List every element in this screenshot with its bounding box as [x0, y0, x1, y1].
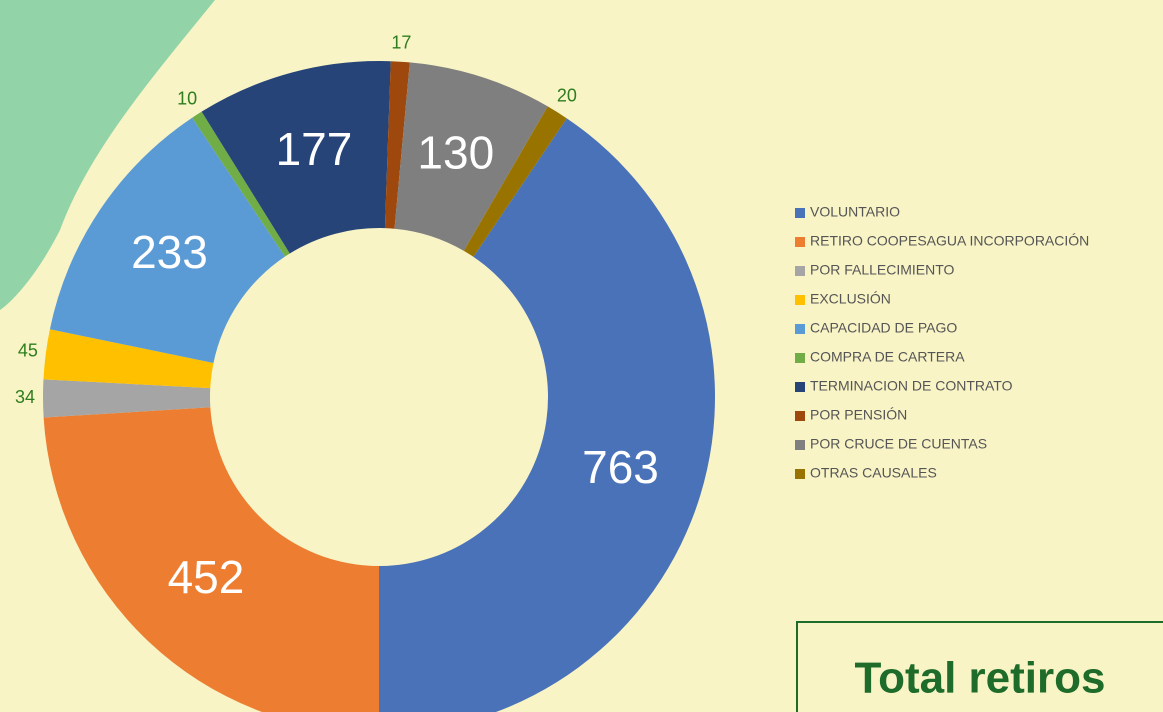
legend-label: POR FALLECIMIENTO	[810, 262, 955, 278]
slice	[394, 62, 548, 251]
legend-swatch	[795, 382, 805, 392]
legend-swatch	[795, 237, 805, 247]
legend-swatch	[795, 411, 805, 421]
legend-label: VOLUNTARIO	[810, 204, 900, 220]
data-label: 17	[391, 32, 411, 52]
data-label: 452	[168, 551, 245, 603]
total-box	[796, 621, 1163, 712]
legend-swatch	[795, 266, 805, 276]
legend-swatch	[795, 295, 805, 305]
legend-label: COMPRA DE CARTERA	[810, 349, 965, 365]
legend-swatch	[795, 324, 805, 334]
legend-label: TERMINACION DE CONTRATO	[810, 378, 1013, 394]
data-label: 34	[15, 387, 35, 407]
legend-label: OTRAS CAUSALES	[810, 465, 937, 481]
data-label: 233	[131, 226, 208, 278]
slice	[43, 329, 214, 389]
legend-label: POR PENSIÓN	[810, 407, 907, 423]
decor-blob	[0, 0, 215, 310]
legend-swatch	[795, 469, 805, 479]
data-label: 763	[582, 441, 659, 493]
slice	[384, 61, 410, 229]
data-label: 20	[557, 86, 577, 106]
legend-swatch	[795, 208, 805, 218]
legend: VOLUNTARIO RETIRO COOPESAGUA INCORPORACIÓ…	[795, 204, 1089, 481]
slice	[43, 407, 379, 712]
donut: 763 452 34 45 233 10 177 17 130 20	[15, 32, 715, 712]
legend-swatch	[795, 440, 805, 450]
slice	[49, 117, 286, 363]
slice	[201, 60, 391, 254]
data-label: 45	[18, 341, 38, 361]
data-label: 177	[276, 123, 353, 175]
total-label: Total retiros	[854, 654, 1105, 703]
data-label: 130	[417, 127, 494, 179]
legend-label: POR CRUCE DE CUENTAS	[810, 436, 987, 452]
legend-label: CAPACIDAD DE PAGO	[810, 320, 957, 336]
slice	[42, 379, 211, 418]
slice	[463, 106, 567, 257]
data-label: 10	[177, 88, 197, 108]
legend-label: RETIRO COOPESAGUA INCORPORACIÓN	[810, 233, 1089, 249]
legend-swatch	[795, 353, 805, 363]
slice	[379, 118, 715, 712]
slice	[192, 111, 290, 257]
legend-label: EXCLUSIÓN	[810, 291, 891, 307]
